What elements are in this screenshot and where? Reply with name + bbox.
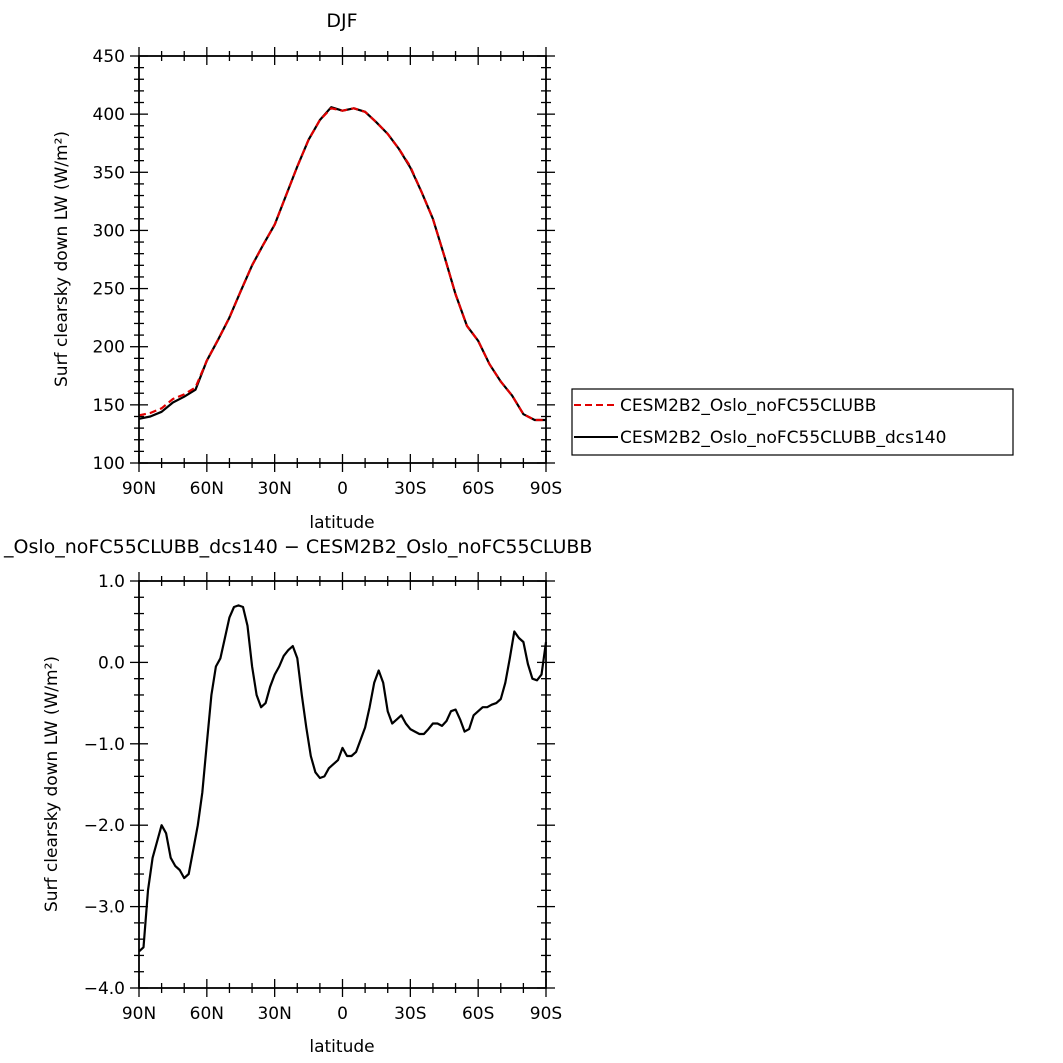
bottom-chart-xlabel: latitude	[309, 1037, 374, 1057]
bottom-chart-frame	[138, 580, 547, 989]
x-tick-label: 0	[337, 479, 348, 499]
x-tick-label: 90N	[122, 1004, 156, 1024]
x-tick-label: 90N	[122, 479, 156, 499]
top-chart-xlabel: latitude	[309, 513, 374, 533]
top-chart-ylabel: Surf clearsky down LW (W/m²)	[52, 131, 72, 387]
y-tick-label: 0.0	[98, 653, 125, 673]
y-tick-label: 150	[93, 396, 125, 416]
bottom-chart-title: _Oslo_noFC55CLUBB_dcs140 − CESM2B2_Oslo_…	[3, 536, 592, 558]
series-line-1	[138, 107, 546, 422]
bottom-chart-ylabel: Surf clearsky down LW (W/m²)	[42, 656, 62, 912]
top-chart-title: DJF	[326, 10, 357, 32]
legend-label-series-1: CESM2B2_Oslo_noFC55CLUBB	[620, 396, 876, 416]
top-chart: DJF 90N 60N 30N 0 30S 60S 90S 100 150 200 250 300 35…	[52, 10, 562, 533]
x-tick-label: 60S	[462, 1004, 494, 1024]
bottom-chart-ticks: 90N 60N 30N 0 30S 60S 90S −4.0 −3.0 −2.0 −1.0 0.0 1.…	[84, 572, 562, 1024]
x-tick-label: 90S	[530, 1004, 562, 1024]
x-tick-label: 30N	[257, 1004, 291, 1024]
legend-label-series-2: CESM2B2_Oslo_noFC55CLUBB_dcs140	[620, 428, 946, 448]
bottom-chart-lines	[138, 604, 548, 953]
legend-box	[571, 388, 1014, 456]
top-chart-ticks: 90N 60N 30N 0 30S 60S 90S 100 150 200 250 300 350 400…	[93, 47, 562, 499]
x-tick-label: 30S	[394, 1004, 426, 1024]
x-tick-label: 30N	[257, 479, 291, 499]
series-line-2	[138, 106, 546, 422]
x-tick-label: 60N	[190, 479, 224, 499]
x-tick-label: 0	[337, 1004, 348, 1024]
y-tick-label: 250	[93, 280, 125, 300]
y-tick-label: −4.0	[84, 979, 125, 999]
y-tick-label: −2.0	[84, 816, 125, 836]
y-tick-label: 300	[93, 221, 125, 241]
legend: CESM2B2_Oslo_noFC55CLUBB CESM2B2_Oslo_no…	[571, 388, 1014, 456]
y-tick-label: 100	[93, 454, 125, 474]
y-tick-label: 200	[93, 338, 125, 358]
x-tick-label: 90S	[530, 479, 562, 499]
top-chart-lines	[138, 106, 546, 422]
bottom-chart: _Oslo_noFC55CLUBB_dcs140 − CESM2B2_Oslo_…	[3, 536, 592, 1057]
y-tick-label: 450	[93, 47, 125, 67]
x-tick-label: 60S	[462, 479, 494, 499]
series-line-1	[138, 604, 548, 953]
y-tick-label: −3.0	[84, 898, 125, 918]
top-chart-frame	[138, 55, 547, 464]
y-tick-label: 400	[93, 105, 125, 125]
y-tick-label: 1.0	[98, 572, 125, 592]
x-tick-label: 60N	[190, 1004, 224, 1024]
y-tick-label: 350	[93, 163, 125, 183]
y-tick-label: −1.0	[84, 735, 125, 755]
x-tick-label: 30S	[394, 479, 426, 499]
